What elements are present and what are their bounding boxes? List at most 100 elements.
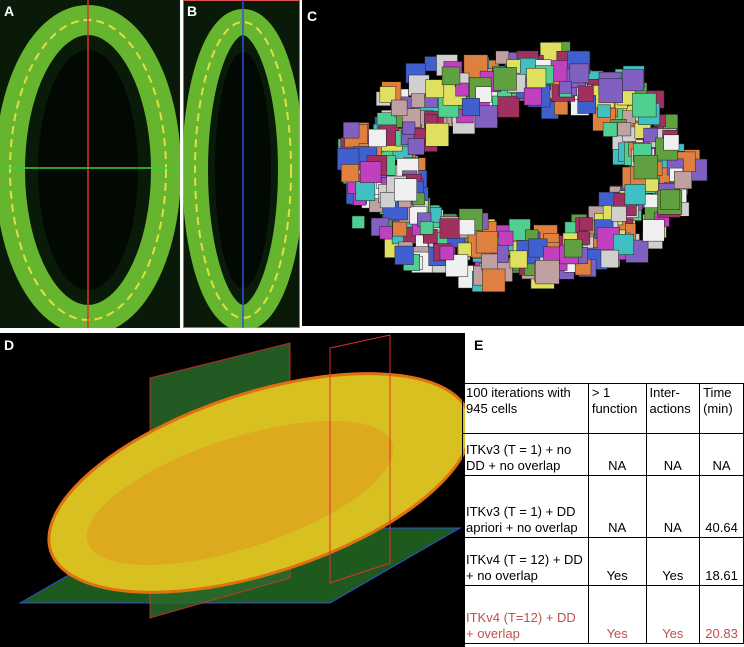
cell-cube	[495, 50, 510, 65]
cell-cube	[343, 122, 360, 139]
cell-cube	[633, 155, 658, 180]
table-cell: 40.64	[699, 475, 744, 538]
table-cell: Yes	[645, 585, 701, 644]
cell-cube	[439, 218, 460, 239]
cell-cube	[394, 178, 417, 202]
cell-cube	[379, 226, 393, 240]
cell-cube	[624, 184, 646, 205]
table-cell: ITKv4 (T=12) + DD + overlap	[462, 585, 589, 644]
table-cell: NA	[645, 433, 701, 476]
cell-cube	[617, 122, 632, 137]
table-row: 100 iterations with 945 cells > 1 functio…	[462, 383, 744, 434]
table-row: ITKv4 (T=12) + DD + overlap Yes Yes 20.83	[462, 585, 744, 644]
cell-cube	[674, 171, 693, 190]
table-cell: NA	[645, 475, 701, 538]
cell-cube	[600, 249, 619, 268]
table-cell: ITKv4 (T = 12) + DD + no overlap	[462, 537, 589, 586]
table-cell: ITKv3 (T = 1) + no DD + no overlap	[462, 433, 589, 476]
panel-label: D	[4, 337, 15, 353]
cell-cube	[597, 104, 611, 118]
panel-label: E	[474, 337, 484, 353]
cell-cube	[341, 164, 360, 183]
panel-d-image	[0, 333, 465, 647]
table-cell: Yes	[587, 585, 647, 644]
cell-cube	[663, 134, 680, 151]
organoid-surface	[86, 421, 394, 565]
cell-cube	[482, 268, 506, 292]
cell-cube	[379, 192, 396, 209]
cell-cube	[622, 69, 645, 92]
cell-cube	[523, 87, 542, 106]
cell-cube	[535, 259, 560, 285]
table-cell: > 1 function	[587, 383, 647, 434]
table-cell: ITKv3 (T = 1) + DD apriori + no overlap	[462, 475, 589, 538]
cell-cube	[577, 85, 594, 102]
cell-cube	[391, 99, 408, 116]
cell-cube	[526, 68, 547, 88]
cell-cube	[481, 253, 498, 271]
table-cell: Time (min)	[699, 383, 744, 434]
panel-label: B	[187, 3, 198, 19]
cell-outlines	[194, 21, 292, 319]
cell-cube	[359, 161, 382, 183]
cell-cube	[457, 242, 472, 257]
cell-cube	[643, 194, 658, 208]
cell-cube	[497, 95, 520, 118]
cell-cube	[459, 219, 476, 236]
panel-a-image	[0, 0, 180, 328]
cell-cube	[569, 63, 590, 84]
table-row: ITKv3 (T = 1) + DD apriori + no overlap N…	[462, 475, 744, 538]
cell-cube	[425, 79, 445, 98]
table-cell: Yes	[645, 537, 701, 586]
panel-b-image	[183, 0, 300, 328]
panel-label: A	[4, 3, 15, 19]
cell-cube	[660, 189, 681, 210]
cell-cube	[563, 238, 583, 258]
cell-cube	[559, 81, 572, 94]
cell-cube	[498, 230, 514, 246]
table-cell: 18.61	[699, 537, 744, 586]
table-cell: NA	[699, 433, 744, 476]
cell-cube	[379, 86, 397, 103]
table-cell: Inter-actions	[645, 383, 701, 434]
cell-cube	[598, 78, 623, 103]
cell-cube	[643, 127, 658, 143]
cell-cube	[642, 219, 665, 242]
table-cell: NA	[587, 433, 647, 476]
cell-cube	[355, 181, 376, 201]
cell-cube	[402, 121, 416, 135]
cell-cube	[632, 93, 657, 118]
cell-cube	[475, 231, 498, 254]
cell-cube	[474, 105, 498, 129]
cell-cube	[392, 221, 408, 237]
cell-cube	[613, 234, 635, 255]
results-table: 100 iterations with 945 cells > 1 functio…	[462, 383, 744, 644]
panel-label: C	[307, 8, 318, 24]
plane	[329, 334, 391, 584]
cell-cube	[493, 67, 517, 91]
cell-cube	[419, 221, 434, 235]
table-row: ITKv3 (T = 1) + no DD + no overlap NA NA NA	[462, 433, 744, 476]
cell-cube	[411, 93, 426, 108]
table-cell: Yes	[587, 537, 647, 586]
table-cell: NA	[587, 475, 647, 538]
cell-cube	[407, 138, 425, 155]
cell-cube	[509, 250, 528, 269]
table-cell: 20.83	[699, 585, 744, 644]
panel-c-image	[302, 0, 744, 326]
cell-cube	[425, 123, 449, 147]
cell-cube	[441, 66, 461, 86]
cell-cube	[351, 215, 365, 229]
table-row: ITKv4 (T = 12) + DD + no overlap Yes Yes 18…	[462, 537, 744, 586]
cell-cube	[645, 178, 659, 192]
table-cell: 100 iterations with 945 cells	[462, 383, 589, 434]
cell-cube	[461, 98, 480, 117]
cell-cube	[602, 122, 618, 137]
cell-cube	[368, 128, 387, 147]
cell-cube	[394, 245, 414, 265]
cell-cube	[579, 217, 593, 231]
cell-cube	[611, 206, 627, 222]
cell-cube	[439, 245, 455, 261]
cell-cube	[455, 82, 469, 97]
